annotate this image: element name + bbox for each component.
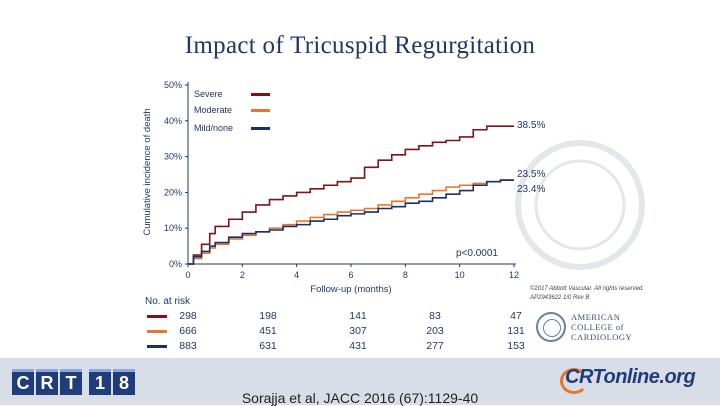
chart-series (188, 125, 514, 265)
at-risk-cell: 298 (179, 310, 197, 322)
x-tick-label: 10 (455, 270, 465, 280)
at-risk-row-severe: 298 198 141 83 47 (0, 310, 720, 324)
at-risk-cell: 307 (349, 325, 367, 337)
x-tick-label: 6 (348, 270, 353, 280)
y-tick-label: 40% (164, 116, 182, 126)
crt-logo-char: T (60, 369, 82, 395)
crt-logo-char: R (36, 369, 58, 395)
x-tick-label: 8 (403, 270, 408, 280)
at-risk-cell: 631 (259, 340, 277, 352)
y-tick-label: 20% (164, 187, 182, 197)
slide-title: Impact of Tricuspid Regurgitation (184, 32, 536, 59)
y-tick-label: 30% (164, 152, 182, 162)
watermark-emblem (515, 140, 645, 270)
end-label-moderate: 23.5% (517, 169, 546, 180)
at-risk-swatch-moderate (147, 330, 167, 333)
copyright-line-2: AP2943622 1/0 Rev B (530, 295, 590, 301)
at-risk-cell: 153 (507, 340, 525, 352)
x-tick-label: 0 (185, 270, 190, 280)
at-risk-cell: 47 (510, 310, 522, 322)
at-risk-cell: 666 (179, 325, 197, 337)
acc-line-2: COLLEGE of (571, 322, 624, 332)
at-risk-swatch-severe (147, 315, 167, 318)
crt-logo-char: 8 (113, 369, 135, 395)
km-chart: 0 2 4 6 8 10 12 0% 10% 20% 30% 40% 50% Follow-up (mo… (142, 80, 519, 295)
y-tick-label: 0% (169, 259, 182, 269)
p-value: p<0.0001 (456, 248, 498, 259)
legend-line-moderate (251, 109, 270, 112)
crtonline-brand: CRTonline.org (565, 366, 696, 388)
acc-seal-icon (536, 312, 566, 342)
series-line-moderate (188, 179, 514, 265)
end-label-severe: 38.5% (517, 120, 546, 131)
at-risk-cell: 131 (507, 325, 525, 337)
y-tick-label: 50% (164, 80, 182, 90)
crtonline-swoosh-icon (560, 368, 588, 394)
end-label-mild: 23.4% (517, 184, 546, 195)
at-risk-cell: 141 (349, 310, 367, 322)
at-risk-title: No. at risk (145, 296, 191, 307)
legend-label-mild: Mild/none (194, 123, 234, 133)
x-tick-label: 2 (240, 270, 245, 280)
legend-label-severe: Severe (194, 89, 223, 99)
x-axis-label: Follow-up (months) (310, 284, 391, 295)
acc-line-3: CARDIOLOGY (571, 332, 633, 342)
crt-logo-char: 1 (89, 369, 111, 395)
crt-logo-char: C (12, 369, 34, 395)
at-risk-row-mild: 883 631 431 277 153 (0, 340, 720, 354)
at-risk-cell: 883 (179, 340, 197, 352)
citation: Sorajja et al, JACC 2016 (67):1129-40 (241, 390, 479, 406)
at-risk-cell: 198 (259, 310, 277, 322)
at-risk-cell: 83 (429, 310, 441, 322)
series-line-severe (188, 125, 514, 265)
legend-line-mild (251, 127, 270, 130)
at-risk-swatch-mild (147, 345, 167, 348)
legend-line-severe (251, 93, 270, 96)
at-risk-row-moderate: 666 451 307 203 131 (0, 325, 720, 339)
y-axis-label: Cumulative incidence of death (142, 108, 153, 235)
acc-logo-text: AMERICAN COLLEGE of CARDIOLOGY (571, 312, 632, 342)
x-tick-label: 4 (294, 270, 299, 280)
acc-line-1: AMERICAN (571, 312, 621, 322)
at-risk-cell: 431 (349, 340, 367, 352)
series-line-mild (188, 179, 514, 265)
acc-logo: AMERICAN COLLEGE of CARDIOLOGY (536, 310, 656, 350)
y-tick-label: 10% (164, 223, 182, 233)
at-risk-cell: 203 (426, 325, 444, 337)
copyright-line-1: ©2017 Abbott Vascular. All rights reserv… (530, 286, 644, 292)
at-risk-cell: 451 (259, 325, 277, 337)
legend-label-moderate: Moderate (194, 105, 233, 115)
chart-ticks: 0 2 4 6 8 10 12 0% 10% 20% 30% 40% 50% (164, 80, 519, 280)
crt18-logo: C R T 1 8 (12, 369, 137, 395)
x-tick-label: 12 (509, 270, 519, 280)
at-risk-cell: 277 (426, 340, 444, 352)
